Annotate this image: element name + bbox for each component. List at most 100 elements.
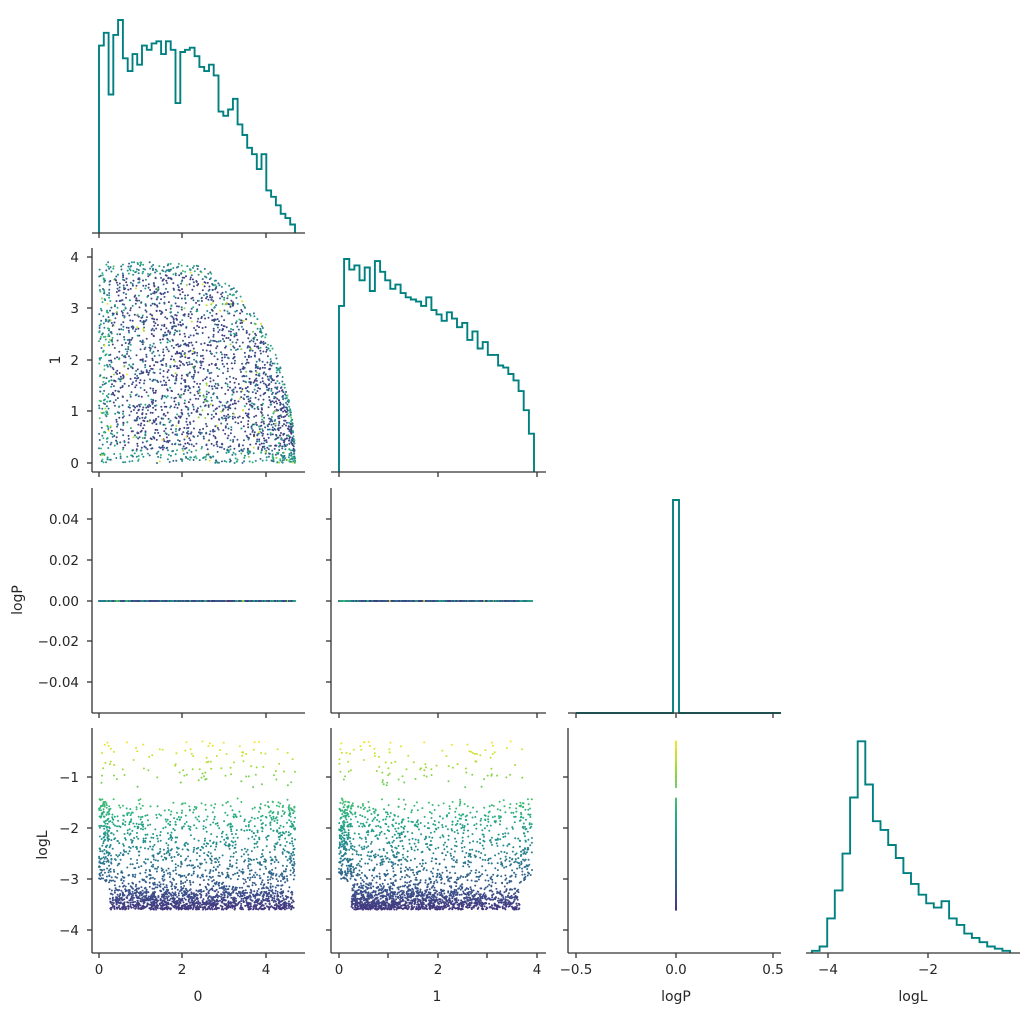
scatter-point	[202, 437, 205, 440]
scatter-point	[213, 306, 216, 309]
scatter-point	[139, 348, 142, 351]
scatter-point	[168, 332, 171, 335]
scatter-point	[278, 422, 281, 425]
scatter-point	[190, 450, 193, 453]
scatter-point	[197, 273, 200, 276]
scatter-point	[218, 405, 221, 408]
scatter-point	[237, 400, 240, 403]
scatter-point	[247, 426, 250, 429]
scatter-point	[289, 408, 291, 411]
scatter-point	[106, 365, 109, 368]
scatter-point	[192, 459, 195, 461]
scatter-point	[174, 443, 176, 446]
scatter-point	[222, 408, 225, 411]
scatter-point	[200, 296, 203, 299]
scatter-point	[140, 301, 143, 304]
scatter-point	[145, 446, 147, 449]
scatter-point	[259, 394, 262, 397]
scatter-point	[267, 428, 269, 431]
scatter-point	[143, 379, 146, 382]
scatter-point	[140, 395, 143, 398]
scatter-point	[192, 420, 195, 423]
scatter-point	[181, 350, 184, 353]
scatter-point	[243, 460, 246, 463]
scatter-point	[122, 274, 125, 277]
scatter-point	[128, 262, 131, 265]
scatter-point	[192, 266, 194, 269]
scatter-point	[176, 367, 179, 370]
scatter-point	[210, 399, 213, 402]
scatter-point	[271, 362, 274, 365]
scatter-point	[221, 460, 223, 463]
scatter-point	[101, 297, 103, 300]
scatter-point	[285, 437, 288, 440]
scatter-point	[204, 417, 207, 419]
scatter-point	[268, 444, 271, 447]
scatter-point	[101, 392, 104, 395]
scatter-point	[107, 428, 110, 430]
scatter-point	[223, 356, 226, 359]
scatter-point	[101, 407, 104, 410]
scatter-point	[155, 298, 158, 301]
scatter-point	[203, 294, 205, 297]
scatter-point	[139, 379, 142, 382]
scatter-point	[139, 424, 142, 427]
scatter-point	[202, 427, 205, 430]
scatter-point	[134, 302, 137, 305]
scatter-point	[136, 334, 139, 337]
scatter-point	[144, 278, 147, 281]
scatter-point	[138, 381, 141, 384]
scatter-point	[190, 274, 193, 277]
scatter-point	[227, 427, 230, 430]
scatter-point	[204, 404, 207, 407]
scatter-point	[175, 374, 178, 376]
scatter-point	[128, 363, 131, 366]
scatter-point	[98, 327, 101, 329]
scatter-point	[283, 445, 285, 448]
scatter-point	[105, 377, 108, 380]
scatter-point	[161, 438, 164, 441]
scatter-point	[256, 367, 259, 370]
scatter-point	[215, 363, 217, 365]
scatter-point	[126, 350, 129, 353]
scatter-point	[183, 364, 186, 366]
scatter-point	[210, 413, 213, 416]
histogram-0	[98, 19, 296, 233]
scatter-point	[264, 373, 267, 376]
scatter-point	[215, 424, 218, 427]
scatter-point	[165, 384, 168, 386]
scatter-point	[249, 397, 252, 400]
scatter-point	[172, 273, 175, 276]
scatter-point	[292, 448, 295, 451]
scatter-point	[202, 394, 205, 397]
scatter-point	[150, 367, 153, 370]
scatter-point	[136, 374, 139, 377]
scatter-point	[167, 417, 170, 420]
scatter-point	[110, 393, 113, 396]
scatter-point	[253, 407, 256, 410]
scatter-point	[158, 302, 161, 305]
scatter-point	[179, 321, 182, 324]
scatter-point	[175, 344, 178, 346]
scatter-point	[136, 368, 139, 371]
scatter-point	[106, 440, 109, 443]
scatter-point	[226, 385, 229, 388]
scatter-point	[101, 301, 104, 304]
scatter-point	[212, 300, 215, 302]
scatter-point	[290, 431, 292, 434]
scatter-point	[212, 455, 214, 458]
scatter-point	[132, 409, 135, 411]
scatter-point	[129, 395, 132, 398]
scatter-point	[153, 324, 156, 327]
scatter-point	[158, 460, 161, 463]
scatter-point	[118, 358, 121, 361]
scatter-point	[233, 381, 236, 384]
scatter-point	[286, 443, 289, 446]
scatter-point	[156, 287, 159, 290]
scatter-point	[215, 287, 217, 289]
scatter-point	[146, 440, 149, 442]
scatter-point	[255, 421, 258, 424]
scatter-point	[188, 414, 191, 417]
scatter-point	[113, 453, 116, 455]
scatter-point	[180, 297, 183, 300]
